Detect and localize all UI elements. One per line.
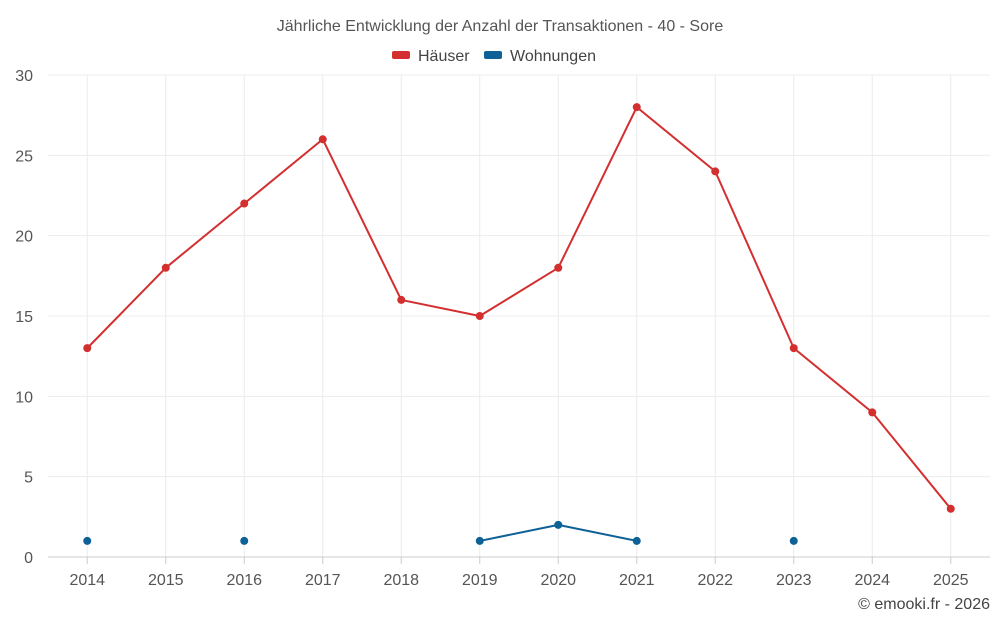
y-tick-label: 5 xyxy=(24,470,33,487)
data-point[interactable] xyxy=(83,536,92,545)
x-tick-label: 2019 xyxy=(462,572,498,589)
y-tick-label: 0 xyxy=(24,550,33,567)
series-line-segment xyxy=(714,170,795,350)
legend-label-houses[interactable]: Häuser xyxy=(418,48,470,65)
grid xyxy=(48,74,990,557)
data-point[interactable] xyxy=(711,167,720,176)
data-point[interactable] xyxy=(161,263,170,272)
series-line-segment xyxy=(478,266,560,317)
x-tick-label: 2025 xyxy=(933,572,969,589)
legend: Häuser Wohnungen xyxy=(392,48,596,65)
data-point[interactable] xyxy=(868,408,877,417)
series-line-segment xyxy=(478,523,560,542)
data-point[interactable] xyxy=(554,263,563,272)
data-point[interactable] xyxy=(632,536,641,545)
data-point[interactable] xyxy=(789,536,798,545)
chart-title: Jährliche Entwicklung der Anzahl der Tra… xyxy=(277,18,724,35)
y-tick-label: 15 xyxy=(15,309,33,326)
legend-swatch-houses[interactable] xyxy=(392,51,410,59)
series-line-segment xyxy=(243,138,324,205)
data-point[interactable] xyxy=(240,199,249,208)
data-point[interactable] xyxy=(946,504,955,513)
y-tick-label: 30 xyxy=(15,68,33,85)
data-point[interactable] xyxy=(397,295,406,304)
series-line-segment xyxy=(321,138,403,301)
x-axis-ticks: 2014 2015 2016 2017 2018 2019 2020 2021 2022 2023… xyxy=(69,557,969,589)
data-point[interactable] xyxy=(83,344,92,353)
x-tick-label: 2020 xyxy=(540,572,576,589)
x-tick-label: 2021 xyxy=(619,572,655,589)
data-point[interactable] xyxy=(632,103,641,112)
y-tick-label: 10 xyxy=(15,389,33,406)
legend-swatch-apartments[interactable] xyxy=(484,51,502,59)
x-tick-label: 2016 xyxy=(226,572,262,589)
data-point[interactable] xyxy=(318,135,327,144)
series-line-segment xyxy=(557,523,638,542)
series-line-segment xyxy=(871,411,952,510)
series-0 xyxy=(83,103,955,513)
series-1 xyxy=(83,520,798,545)
data-point[interactable] xyxy=(240,536,249,545)
x-tick-label: 2023 xyxy=(776,572,812,589)
x-tick-label: 2017 xyxy=(305,572,341,589)
y-axis-ticks: 0 5 10 15 20 25 30 xyxy=(15,68,33,567)
data-point[interactable] xyxy=(475,536,484,545)
data-point[interactable] xyxy=(554,520,563,529)
series-line-segment xyxy=(164,202,246,269)
series xyxy=(83,103,955,545)
series-line-segment xyxy=(557,106,638,269)
x-tick-label: 2022 xyxy=(697,572,733,589)
series-line-segment xyxy=(400,298,481,317)
data-point[interactable] xyxy=(475,312,484,320)
data-point[interactable] xyxy=(789,344,798,353)
series-line-segment xyxy=(635,106,717,173)
series-line-segment xyxy=(86,266,167,350)
y-tick-label: 25 xyxy=(15,148,33,165)
x-tick-label: 2014 xyxy=(69,572,105,589)
legend-label-apartments[interactable]: Wohnungen xyxy=(510,48,596,65)
y-tick-label: 20 xyxy=(15,229,33,246)
series-line-segment xyxy=(792,347,874,414)
x-tick-label: 2024 xyxy=(854,572,890,589)
credit-text: © emooki.fr - 2026 xyxy=(858,596,990,613)
x-tick-label: 2018 xyxy=(383,572,419,589)
x-tick-label: 2015 xyxy=(148,572,184,589)
